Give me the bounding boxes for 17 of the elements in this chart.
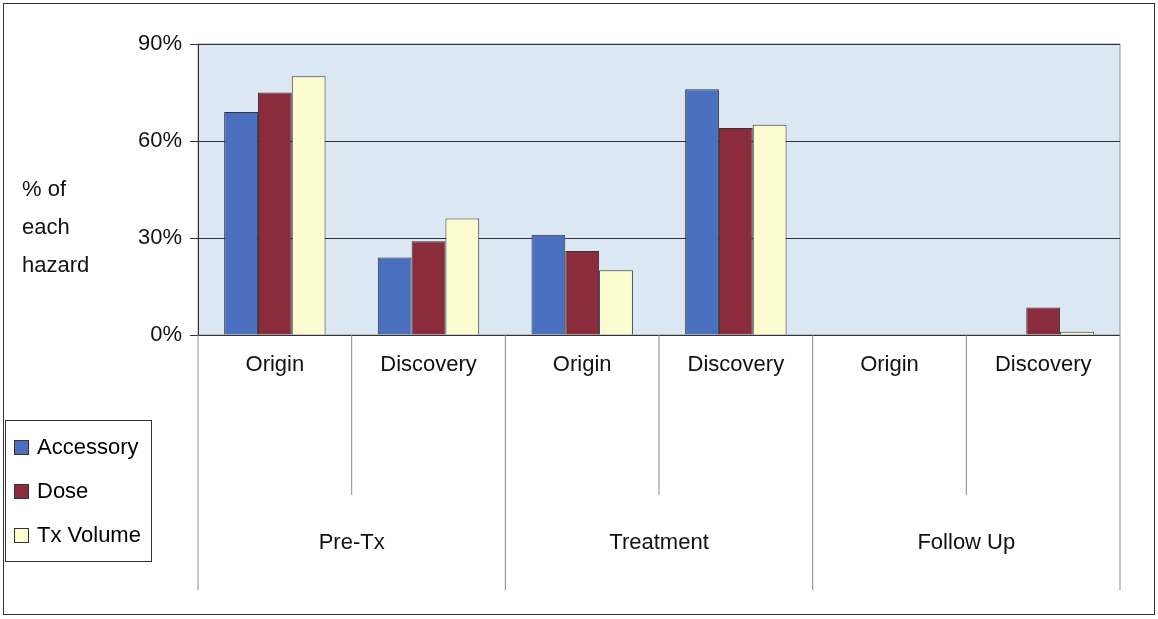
y-tick-label: 30%	[137, 224, 183, 250]
legend-label: Dose	[37, 478, 89, 504]
legend-label: Accessory	[37, 434, 139, 460]
y-tick-label: 0%	[150, 321, 183, 347]
x-tick-label: Discovery	[687, 351, 785, 377]
legend-label: Tx Volume	[37, 522, 141, 548]
y-tick-label: 60%	[137, 127, 183, 153]
x-tick-label: Origin	[245, 351, 305, 377]
y-axis-title: % of each hazard	[22, 175, 91, 279]
x-tick-label: Origin	[552, 351, 612, 377]
x-tick-label: Discovery	[994, 351, 1092, 377]
x-tick-label: Origin	[860, 351, 919, 377]
text: Treatment	[609, 529, 709, 555]
text: Pre-Tx	[318, 529, 385, 555]
y-tick-label: 90%	[137, 30, 183, 56]
x-tick-label: Discovery	[380, 351, 477, 377]
text: Follow Up	[917, 529, 1016, 555]
